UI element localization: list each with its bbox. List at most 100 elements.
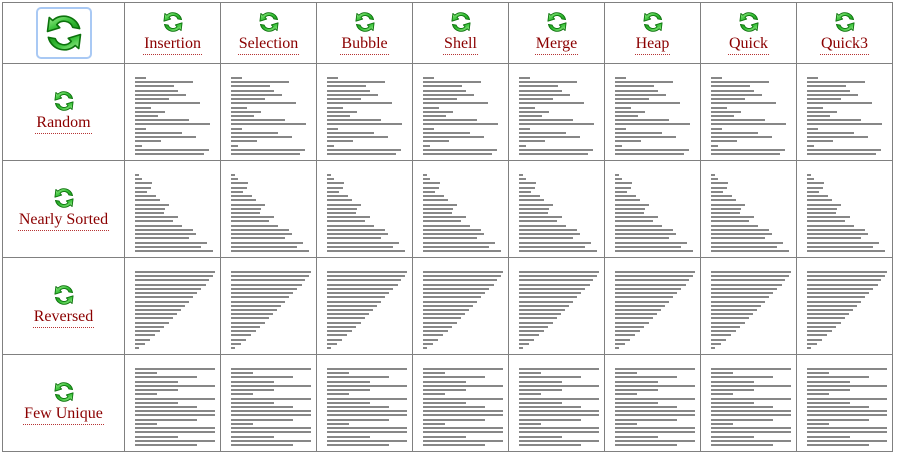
bar	[711, 174, 715, 176]
animation-cell-random-merge[interactable]	[508, 63, 605, 161]
animation-cell-random-selection[interactable]	[220, 63, 317, 161]
bar	[423, 114, 446, 117]
column-label[interactable]: Quick	[727, 35, 770, 56]
animation-cell-reversed-heap[interactable]	[604, 257, 701, 355]
row-label[interactable]: Random	[35, 114, 92, 135]
animation-cell-few-unique-bubble[interactable]	[316, 354, 413, 452]
animation-cell-nearly-sorted-selection[interactable]	[220, 160, 317, 258]
animation-cell-random-insertion[interactable]	[124, 63, 221, 161]
column-refresh-button[interactable]	[545, 11, 569, 33]
bar	[327, 304, 377, 307]
bar	[807, 401, 850, 404]
animation-cell-few-unique-quick3[interactable]	[796, 354, 893, 452]
bar	[231, 93, 282, 96]
animation-cell-few-unique-selection[interactable]	[220, 354, 317, 452]
animation-cell-random-quick3[interactable]	[796, 63, 893, 161]
row-refresh-button[interactable]	[52, 284, 76, 306]
animation-cell-random-quick[interactable]	[700, 63, 797, 161]
bar	[807, 334, 827, 337]
bar	[423, 304, 473, 307]
animation-cell-few-unique-insertion[interactable]	[124, 354, 221, 452]
row-reversed: Reversed	[2, 257, 893, 355]
bar	[423, 220, 461, 223]
animation-cell-nearly-sorted-quick3[interactable]	[796, 160, 893, 258]
row-label[interactable]: Nearly Sorted	[17, 211, 110, 232]
column-label[interactable]: Shell	[443, 35, 478, 56]
animation-cell-reversed-bubble[interactable]	[316, 257, 413, 355]
animation-cell-reversed-shell[interactable]	[412, 257, 509, 355]
animation-cell-reversed-selection[interactable]	[220, 257, 317, 355]
animation-cell-nearly-sorted-heap[interactable]	[604, 160, 701, 258]
row-refresh-button[interactable]	[52, 187, 76, 209]
column-refresh-button[interactable]	[737, 11, 761, 33]
bar	[519, 237, 573, 240]
animation-cell-reversed-merge[interactable]	[508, 257, 605, 355]
bar	[231, 334, 251, 337]
row-random: Random	[2, 63, 893, 161]
refresh-icon	[737, 11, 761, 33]
column-label[interactable]: Selection	[237, 35, 300, 56]
bar-chart	[807, 271, 892, 349]
animation-cell-few-unique-heap[interactable]	[604, 354, 701, 452]
restart-all-button[interactable]	[35, 7, 92, 59]
bar	[231, 224, 278, 227]
bar	[807, 89, 850, 92]
animation-cell-nearly-sorted-merge[interactable]	[508, 160, 605, 258]
column-refresh-button[interactable]	[161, 11, 185, 33]
column-label[interactable]: Heap	[634, 35, 671, 56]
animation-cell-few-unique-shell[interactable]	[412, 354, 509, 452]
bar	[807, 405, 869, 408]
bar	[423, 380, 466, 383]
bar	[615, 123, 690, 126]
animation-cell-random-bubble[interactable]	[316, 63, 413, 161]
row-refresh-button[interactable]	[52, 90, 76, 112]
bar-chart	[615, 368, 700, 446]
bar	[231, 77, 242, 79]
row-label[interactable]: Reversed	[32, 308, 95, 329]
column-refresh-button[interactable]	[833, 11, 857, 33]
column-label[interactable]: Quick3	[819, 35, 870, 56]
bar	[807, 228, 865, 231]
animation-cell-few-unique-quick[interactable]	[700, 354, 797, 452]
animation-cell-nearly-sorted-shell[interactable]	[412, 160, 509, 258]
bar	[519, 384, 599, 387]
bar	[231, 338, 246, 341]
column-label[interactable]: Insertion	[143, 35, 202, 56]
refresh-icon	[52, 284, 76, 306]
animation-cell-nearly-sorted-insertion[interactable]	[124, 160, 221, 258]
animation-cell-reversed-insertion[interactable]	[124, 257, 221, 355]
bar	[807, 174, 811, 176]
row-refresh-button[interactable]	[52, 381, 76, 403]
animation-cell-random-heap[interactable]	[604, 63, 701, 161]
bar	[231, 372, 253, 375]
column-refresh-button[interactable]	[353, 11, 377, 33]
column-label[interactable]: Merge	[534, 35, 579, 56]
column-refresh-button[interactable]	[641, 11, 665, 33]
bar	[519, 334, 539, 337]
bar	[807, 330, 832, 333]
bar	[231, 287, 297, 290]
bar	[423, 410, 503, 413]
bar	[711, 110, 741, 113]
column-refresh-button[interactable]	[257, 11, 281, 33]
animation-cell-few-unique-merge[interactable]	[508, 354, 605, 452]
refresh-icon	[641, 11, 665, 33]
column-refresh-button[interactable]	[449, 11, 473, 33]
row-label[interactable]: Few Unique	[23, 405, 104, 426]
bar	[423, 216, 466, 219]
bar	[711, 123, 786, 126]
animation-cell-nearly-sorted-quick[interactable]	[700, 160, 797, 258]
bar	[231, 376, 293, 379]
animation-cell-nearly-sorted-bubble[interactable]	[316, 160, 413, 258]
animation-cell-random-shell[interactable]	[412, 63, 509, 161]
bar	[519, 372, 541, 375]
animation-cell-reversed-quick3[interactable]	[796, 257, 893, 355]
table-body: Random Nearly Sorted Reversed Few Unique	[2, 63, 893, 452]
column-label[interactable]: Bubble	[340, 35, 389, 56]
bar	[615, 245, 681, 248]
animation-cell-reversed-quick[interactable]	[700, 257, 797, 355]
bar	[327, 237, 381, 240]
bar	[231, 271, 311, 273]
bar	[327, 207, 357, 210]
bar	[807, 186, 823, 189]
